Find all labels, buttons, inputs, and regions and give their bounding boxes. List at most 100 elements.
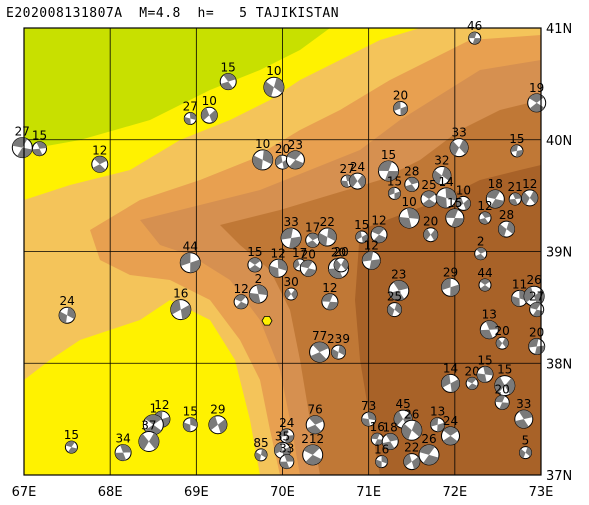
graticule xyxy=(24,28,541,475)
compressional-quadrant xyxy=(184,116,191,125)
compressional-quadrant xyxy=(369,259,381,270)
depth-label: 37 xyxy=(141,419,156,433)
compressional-quadrant xyxy=(300,260,313,269)
depth-label: 22 xyxy=(404,441,419,455)
compressional-quadrant xyxy=(524,286,535,303)
compressional-quadrant xyxy=(234,294,246,302)
compressional-quadrant xyxy=(518,410,533,420)
depth-label: 16 xyxy=(374,443,389,457)
depth-label: 35 xyxy=(275,429,290,443)
depth-label: 27 xyxy=(15,125,30,139)
compressional-quadrant xyxy=(512,192,522,199)
depth-label: 19 xyxy=(529,81,544,95)
compressional-quadrant xyxy=(441,374,451,388)
compressional-quadrant xyxy=(403,453,412,467)
focal-mechanism xyxy=(455,195,471,211)
compressional-quadrant xyxy=(521,191,530,205)
compressional-quadrant xyxy=(387,305,395,317)
compressional-quadrant xyxy=(442,435,458,445)
compressional-quadrant xyxy=(475,253,485,260)
depth-label: 22 xyxy=(320,215,335,229)
compressional-quadrant xyxy=(450,284,460,297)
focal-mechanism xyxy=(252,149,274,171)
compressional-quadrant xyxy=(309,415,324,425)
depth-label: 12 xyxy=(322,281,337,295)
compressional-quadrant xyxy=(529,93,544,103)
compressional-quadrant xyxy=(249,292,261,303)
compressional-quadrant xyxy=(274,442,283,455)
compressional-quadrant xyxy=(334,259,342,272)
focal-mechanism xyxy=(494,375,516,397)
compressional-quadrant xyxy=(371,226,385,235)
compressional-quadrant xyxy=(528,338,539,348)
compressional-quadrant xyxy=(529,190,538,204)
compressional-quadrant xyxy=(394,411,404,426)
compressional-quadrant xyxy=(534,345,545,355)
compressional-quadrant xyxy=(485,320,499,330)
depth-label: 20 xyxy=(331,245,346,259)
lon-tick-label: 73E xyxy=(529,485,554,500)
depth-label: 21 xyxy=(508,180,523,194)
focal-mechanism xyxy=(449,138,469,158)
focal-mechanism xyxy=(521,189,539,207)
focal-mechanism xyxy=(528,338,546,355)
compressional-quadrant xyxy=(331,348,339,360)
depth-label: 15 xyxy=(387,174,402,188)
focal-mechanism xyxy=(200,106,218,124)
compressional-quadrant xyxy=(394,302,402,315)
compressional-quadrant xyxy=(138,433,149,451)
compressional-quadrant xyxy=(318,232,328,246)
compressional-quadrant xyxy=(506,221,515,235)
compressional-quadrant xyxy=(436,195,447,208)
depth-label: 18 xyxy=(488,177,503,191)
compressional-quadrant xyxy=(93,156,107,165)
depth-label: 85 xyxy=(253,436,268,450)
compressional-quadrant xyxy=(289,159,304,169)
focal-mechanism xyxy=(299,259,317,277)
depth-label: 16 xyxy=(173,287,188,301)
depth-label: 26 xyxy=(404,407,419,421)
focal-mechanism xyxy=(170,299,192,321)
compressional-quadrant xyxy=(303,268,317,277)
focal-mechanism xyxy=(355,230,369,244)
depth-label: 44 xyxy=(477,266,492,280)
compressional-quadrant xyxy=(456,196,464,208)
compressional-quadrant xyxy=(378,160,393,171)
compressional-quadrant xyxy=(450,379,460,393)
compressional-quadrant xyxy=(445,209,459,218)
page-title: E202008131807A M=4.8 h= 5 TAJIKISTAN xyxy=(6,6,340,21)
focal-mechanism xyxy=(381,433,399,450)
focal-mechanism xyxy=(478,211,492,225)
compressional-quadrant xyxy=(450,141,460,156)
depth-label: 17 xyxy=(305,220,320,234)
depth-label: 12 xyxy=(371,214,386,228)
compressional-quadrant xyxy=(394,191,401,200)
focal-mechanism xyxy=(333,257,349,273)
compressional-quadrant xyxy=(120,444,132,453)
depth-label: 33 xyxy=(283,215,298,229)
depth-label: 2 xyxy=(255,272,263,286)
depth-label: 15 xyxy=(381,148,396,162)
compressional-quadrant xyxy=(479,218,489,224)
compressional-quadrant xyxy=(208,416,218,431)
compressional-quadrant xyxy=(511,295,520,307)
compressional-quadrant xyxy=(423,454,439,465)
depth-label: 12 xyxy=(364,238,379,252)
depth-label: 15 xyxy=(32,129,47,143)
depth-label: 23 xyxy=(391,268,406,282)
compressional-quadrant xyxy=(480,285,490,291)
compressional-quadrant xyxy=(486,190,501,199)
compressional-quadrant xyxy=(249,257,261,265)
depth-label: 33 xyxy=(279,442,294,456)
compressional-quadrant xyxy=(481,212,491,218)
compressional-quadrant xyxy=(477,373,487,383)
focal-mechanism xyxy=(418,444,440,466)
focal-mechanism xyxy=(403,453,421,471)
focal-mechanism xyxy=(268,258,288,278)
compressional-quadrant xyxy=(263,81,274,97)
compressional-quadrant xyxy=(441,166,451,181)
lon-tick-label: 68E xyxy=(98,485,123,500)
depth-label: 24 xyxy=(350,160,365,174)
compressional-quadrant xyxy=(306,240,318,248)
compressional-quadrant xyxy=(67,307,76,319)
